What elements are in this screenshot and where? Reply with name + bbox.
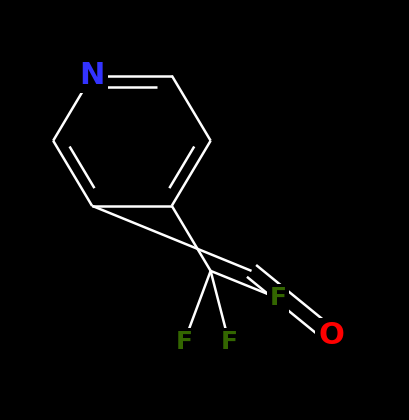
Text: F: F xyxy=(220,330,238,354)
Text: F: F xyxy=(220,330,238,354)
Text: N: N xyxy=(79,61,105,90)
Text: F: F xyxy=(175,330,193,354)
Text: N: N xyxy=(79,61,105,90)
Text: F: F xyxy=(270,286,287,310)
Text: F: F xyxy=(175,330,193,354)
Text: O: O xyxy=(318,321,344,351)
Text: F: F xyxy=(270,286,287,310)
Text: O: O xyxy=(318,321,344,351)
